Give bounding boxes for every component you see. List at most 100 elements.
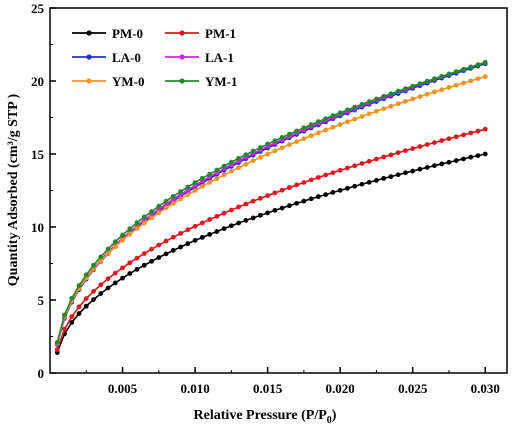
data-point: [236, 165, 242, 171]
y-tick-label: 15: [31, 147, 45, 162]
data-point: [120, 265, 125, 271]
data-point: [381, 175, 387, 181]
data-point: [286, 142, 292, 148]
data-point: [185, 227, 191, 233]
data-point: [424, 78, 430, 84]
data-point: [395, 88, 401, 94]
data-point: [366, 179, 372, 185]
data-point: [301, 125, 307, 131]
data-point: [112, 270, 118, 276]
data-point: [228, 168, 234, 174]
data-point: [105, 246, 111, 252]
data-point: [482, 74, 488, 80]
data-point: [83, 272, 89, 278]
data-point: [163, 205, 169, 211]
data-point: [149, 209, 154, 214]
legend-item-pm-0: PM-0: [72, 26, 143, 41]
data-point: [294, 200, 300, 206]
x-tick-label: 0.030: [471, 381, 500, 396]
data-point: [308, 133, 314, 139]
data-point: [359, 161, 365, 166]
data-point: [228, 207, 234, 213]
data-point: [388, 103, 394, 109]
legend-label: LA-0: [112, 50, 141, 65]
legend-label: PM-1: [205, 26, 236, 41]
series-line-la-1: [56, 61, 486, 345]
data-point: [214, 213, 220, 219]
x-tick-label: 0.020: [326, 381, 355, 396]
y-tick-label: 25: [31, 1, 45, 16]
plot-series: [54, 59, 488, 355]
data-point: [315, 130, 321, 136]
data-point: [323, 172, 329, 178]
series-line-ym-1: [56, 61, 486, 343]
series-ym-1: [54, 60, 488, 345]
data-point: [323, 192, 329, 197]
data-point: [178, 244, 183, 250]
data-point: [163, 251, 169, 257]
data-point: [156, 203, 162, 209]
data-point: [337, 167, 343, 173]
data-point: [127, 231, 133, 237]
data-point: [207, 180, 212, 185]
data-point: [374, 96, 379, 102]
data-point: [468, 130, 474, 136]
data-point: [468, 154, 474, 160]
data-point: [475, 62, 481, 68]
legend-label: PM-0: [112, 26, 143, 41]
data-point: [294, 128, 300, 134]
data-point: [221, 172, 227, 178]
data-point: [250, 198, 256, 204]
data-point: [272, 190, 278, 196]
data-point: [482, 151, 488, 157]
data-point: [236, 155, 242, 161]
data-point: [359, 114, 365, 119]
data-point: [323, 127, 329, 133]
data-point: [170, 201, 176, 206]
data-point: [221, 226, 227, 232]
data-point: [178, 189, 183, 194]
data-point: [315, 119, 321, 124]
data-point: [69, 314, 75, 320]
data-point: [330, 113, 336, 119]
data-point: [243, 201, 249, 207]
data-point: [156, 210, 162, 216]
data-point: [228, 223, 234, 229]
data-point: [69, 295, 75, 301]
data-point: [403, 148, 408, 154]
data-point: [286, 203, 292, 209]
data-point: [279, 145, 285, 151]
x-tick-label: 0.010: [180, 381, 209, 396]
data-point: [366, 158, 372, 164]
data-point: [279, 205, 285, 211]
x-axis-title: Relative Pressure (P/P0): [194, 408, 337, 426]
data-point: [134, 255, 140, 261]
series-pm-0: [54, 151, 488, 355]
data-point: [199, 184, 205, 189]
series-line-ym-0: [56, 75, 486, 344]
data-point: [475, 153, 481, 159]
data-point: [461, 156, 466, 162]
data-point: [112, 244, 118, 249]
data-point: [76, 304, 82, 310]
data-point: [149, 258, 154, 264]
data-point: [257, 212, 263, 218]
legend: PM-0 PM-1 LA-0 LA-1 YM-0 YM-1: [72, 26, 238, 89]
data-point: [482, 60, 488, 65]
data-point: [105, 251, 111, 256]
data-point: [301, 180, 307, 185]
data-point: [352, 163, 358, 169]
data-point: [388, 152, 394, 158]
data-point: [163, 198, 169, 204]
data-point: [134, 220, 140, 226]
series-la-0: [54, 61, 488, 347]
data-point: [366, 99, 372, 104]
legend-marker: [86, 30, 92, 36]
x-tick-label: 0.015: [253, 381, 283, 396]
data-point: [257, 195, 263, 201]
data-point: [410, 168, 416, 174]
legend-item-ym-0: YM-0: [72, 74, 145, 89]
y-axis: 0 5 10 15 20 25: [31, 1, 56, 381]
data-point: [439, 87, 445, 93]
